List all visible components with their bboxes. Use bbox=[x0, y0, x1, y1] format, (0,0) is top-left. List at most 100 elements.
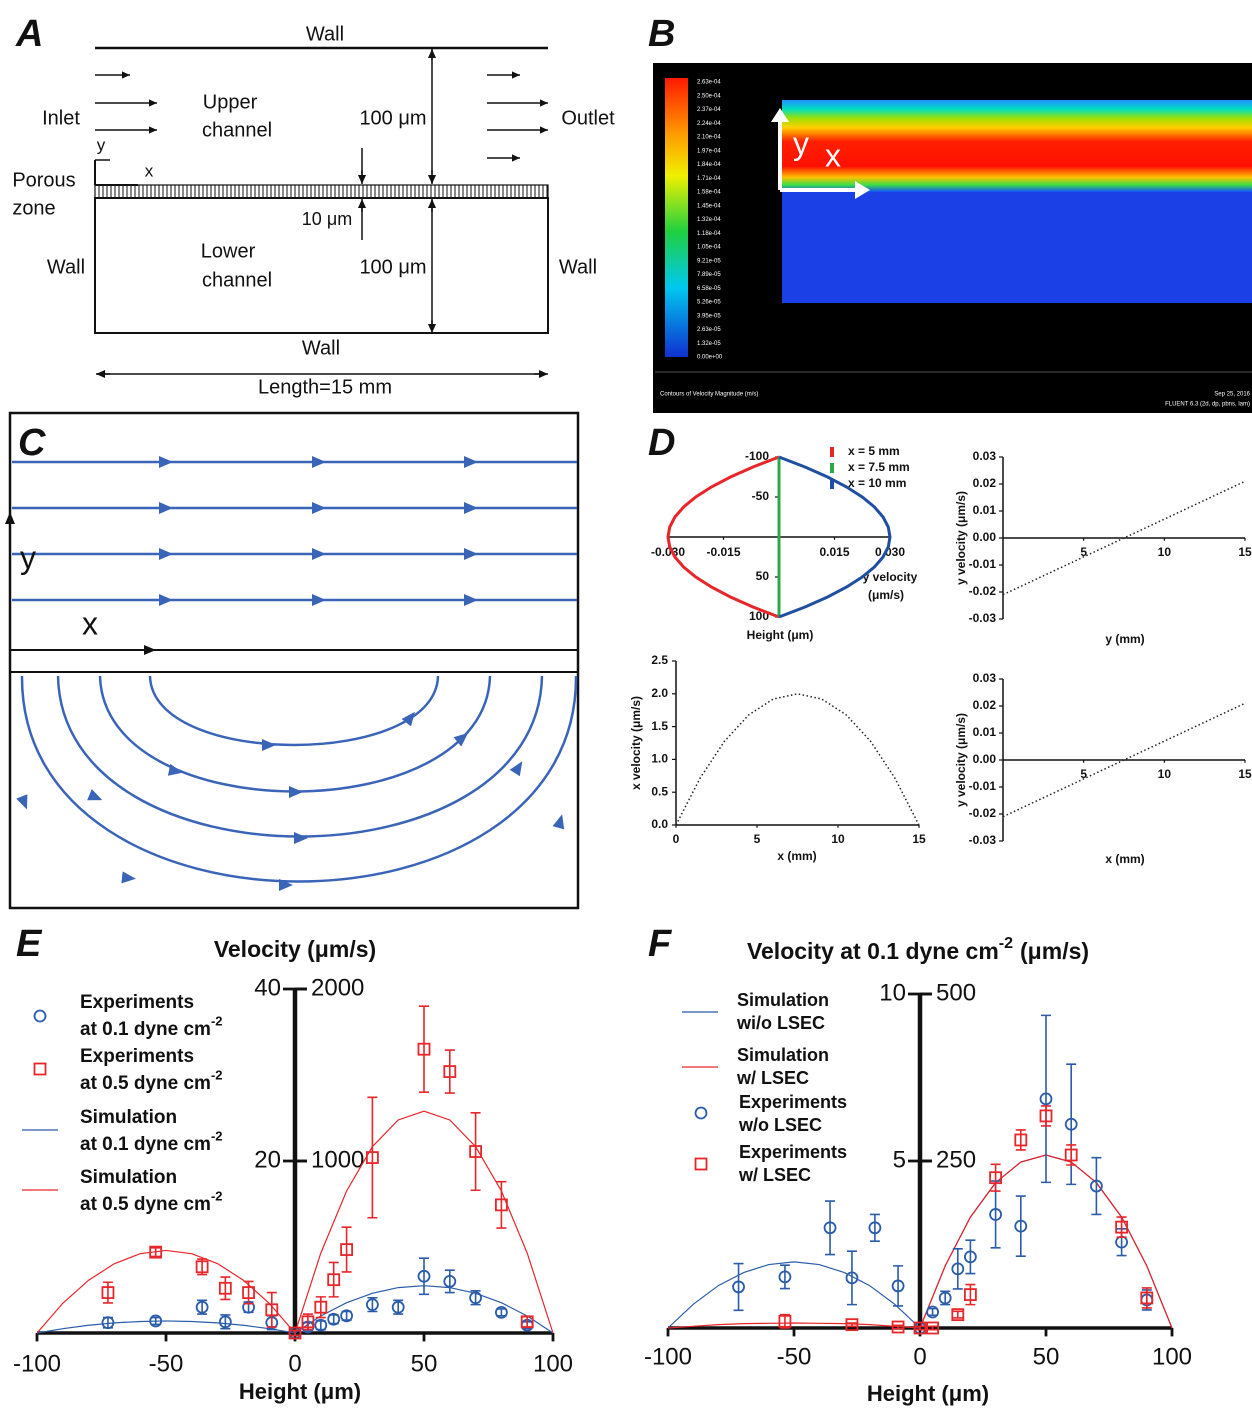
label: Upper bbox=[203, 91, 258, 113]
error-bar bbox=[444, 1269, 455, 1294]
error-bar bbox=[893, 1324, 904, 1330]
legend-label: at 0.5 dyne cm-2 bbox=[80, 1068, 223, 1094]
error-bar bbox=[952, 1310, 963, 1319]
text-part: at 0.5 dyne cm bbox=[80, 1194, 211, 1215]
colorbar-label: 1.18e-04 bbox=[697, 231, 721, 237]
data-point bbox=[391, 1300, 405, 1314]
data-point bbox=[494, 1198, 508, 1212]
arrowhead bbox=[539, 369, 548, 379]
data-point bbox=[926, 1305, 939, 1319]
arrowhead bbox=[5, 512, 15, 524]
data-point bbox=[951, 1262, 965, 1276]
legend-label: at 0.5 dyne cm-2 bbox=[80, 1189, 223, 1215]
label: Wall bbox=[559, 256, 597, 278]
y-tick-label: -0.01 bbox=[969, 557, 997, 571]
flow-arrowhead bbox=[289, 786, 303, 798]
data-point bbox=[1039, 1092, 1053, 1106]
text-part: w/o LSEC bbox=[738, 1115, 822, 1135]
colorbar-label: 2.63e-04 bbox=[697, 80, 721, 86]
x-axis-label: Height (μm) bbox=[239, 1379, 361, 1404]
legend-label: Experiments bbox=[80, 992, 194, 1013]
legend-label: Experiments bbox=[739, 1142, 847, 1162]
panel-label: A bbox=[15, 13, 43, 55]
data-point bbox=[494, 1305, 508, 1319]
error-bar bbox=[220, 1276, 231, 1301]
data-point bbox=[845, 1271, 859, 1285]
data-point bbox=[218, 1315, 232, 1329]
text-part: Experiments bbox=[739, 1092, 847, 1112]
error-bar bbox=[150, 1247, 161, 1258]
legend-marker bbox=[33, 1062, 47, 1076]
legend-label: Experiments bbox=[80, 1046, 194, 1067]
colorbar-label: 9.21e-05 bbox=[697, 258, 721, 264]
flow-arrowhead bbox=[159, 548, 173, 560]
arrowhead bbox=[427, 49, 437, 58]
data-point bbox=[365, 1298, 379, 1312]
y-tick-label: 50 bbox=[756, 569, 770, 583]
label: Wall bbox=[302, 337, 340, 359]
error-bar bbox=[965, 1283, 976, 1306]
text-part: Velocity at 0.1 dyne cm bbox=[747, 938, 999, 964]
arrowhead bbox=[855, 181, 870, 199]
y-tick-label: 20 bbox=[254, 1146, 281, 1173]
flow-arrowhead bbox=[87, 789, 103, 801]
y-tick-label: 0.02 bbox=[973, 698, 997, 712]
legend-label: wi/o LSEC bbox=[736, 1013, 825, 1033]
colorbar-label: 1.32e-05 bbox=[697, 341, 721, 347]
data-point bbox=[845, 1318, 859, 1332]
data-point bbox=[469, 1145, 483, 1158]
arrowhead bbox=[144, 645, 156, 655]
flow-arrowhead bbox=[312, 502, 326, 514]
x-tick-label: 100 bbox=[533, 1350, 573, 1377]
superscript: -2 bbox=[211, 1014, 223, 1029]
text-part: w/ LSEC bbox=[738, 1165, 811, 1185]
superscript: -2 bbox=[211, 1068, 223, 1083]
colorbar-label: 2.24e-04 bbox=[697, 121, 721, 127]
y-tick-label: 10 bbox=[879, 979, 906, 1006]
x-axis-label: x (mm) bbox=[1105, 852, 1144, 866]
x-tick-label: 15 bbox=[1238, 545, 1252, 559]
legend-label: Simulation bbox=[737, 990, 829, 1010]
data-point bbox=[218, 1281, 232, 1295]
legend-label: at 0.1 dyne cm-2 bbox=[80, 1129, 223, 1155]
label: Porous bbox=[12, 169, 75, 191]
legend-label: w/ LSEC bbox=[738, 1165, 811, 1185]
y-tick-label: 1.0 bbox=[651, 752, 668, 766]
data-point bbox=[926, 1321, 939, 1335]
data-point bbox=[989, 1208, 1002, 1221]
arrowhead bbox=[540, 99, 548, 107]
data-point bbox=[964, 1250, 977, 1264]
data-point bbox=[868, 1221, 882, 1235]
chart-title: Velocity at 0.1 dyne cm-2 (μm/s) bbox=[747, 935, 1089, 964]
y-tick-label: 0.02 bbox=[973, 476, 997, 490]
error-bar bbox=[1141, 1287, 1152, 1309]
error-bar bbox=[220, 1314, 231, 1330]
data-point bbox=[1090, 1179, 1103, 1193]
data-point bbox=[314, 1318, 328, 1332]
legend-label: Simulation bbox=[80, 1167, 177, 1188]
error-bar bbox=[779, 1264, 790, 1290]
arrowhead bbox=[540, 126, 548, 134]
error-bar bbox=[419, 1257, 429, 1296]
y-tick-label: -50 bbox=[752, 489, 770, 503]
error-bar bbox=[341, 1226, 352, 1273]
data-point bbox=[101, 1316, 115, 1330]
error-bar bbox=[952, 1248, 963, 1290]
text-part: Velocity (μm/s) bbox=[214, 936, 376, 962]
error-bar bbox=[266, 1291, 277, 1328]
flow-arrowhead bbox=[312, 594, 326, 606]
data-point bbox=[823, 1221, 837, 1235]
data-point bbox=[938, 1291, 952, 1305]
label: channel bbox=[202, 119, 272, 141]
legend-label: w/ LSEC bbox=[736, 1068, 809, 1088]
error-bar bbox=[893, 1265, 904, 1307]
legend-label: w/o LSEC bbox=[738, 1115, 822, 1135]
x-tick-label: -50 bbox=[777, 1343, 812, 1370]
label: y bbox=[20, 539, 36, 575]
arrowhead bbox=[427, 175, 437, 184]
chart-title: Velocity (μm/s) bbox=[214, 936, 376, 962]
flow-arrowhead bbox=[159, 502, 173, 514]
label: x bbox=[82, 605, 98, 641]
error-bar bbox=[1015, 1195, 1026, 1257]
